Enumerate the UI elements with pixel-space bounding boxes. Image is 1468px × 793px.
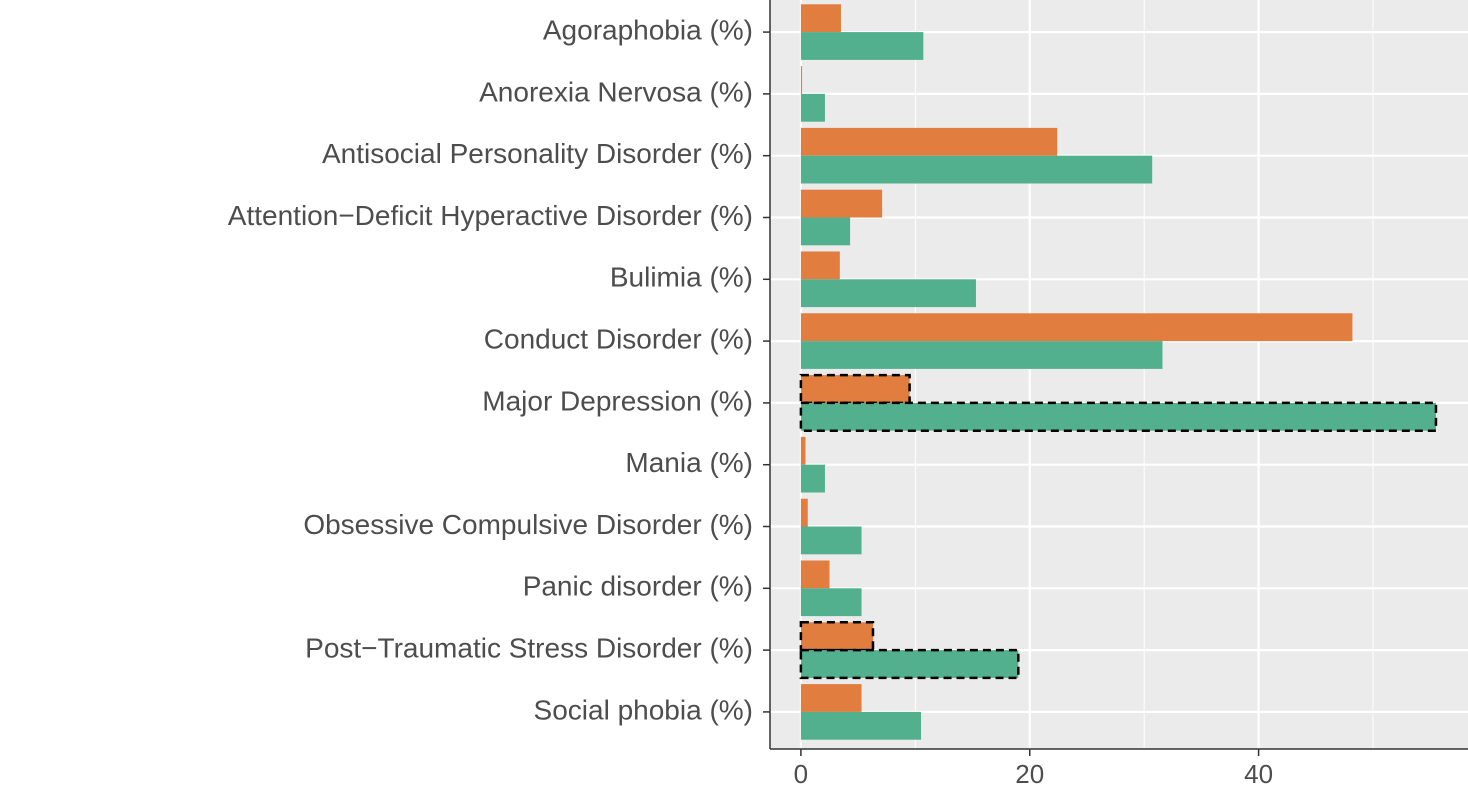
bar	[800, 341, 1163, 369]
bar	[800, 155, 1153, 184]
bar	[800, 127, 1058, 156]
bar	[800, 66, 803, 94]
y-tick-label: Obsessive Compulsive Disorder (%)	[303, 509, 753, 540]
y-tick-label: Mania (%)	[625, 447, 753, 478]
bar	[800, 588, 862, 617]
y-tick-label: Anorexia Nervosa (%)	[479, 76, 753, 107]
y-tick-label: Agoraphobia (%)	[543, 14, 753, 45]
y-tick-label: Major Depression (%)	[482, 385, 753, 416]
bar	[800, 313, 1353, 342]
y-tick-label: Post−Traumatic Stress Disorder (%)	[305, 633, 753, 664]
bar	[799, 648, 1020, 680]
bar	[800, 93, 825, 122]
bar	[799, 401, 1438, 432]
bar	[800, 217, 851, 246]
bar	[800, 498, 808, 527]
x-tick-label: 40	[1244, 759, 1273, 789]
bar	[800, 189, 883, 218]
bar	[800, 279, 976, 308]
bar	[800, 4, 841, 33]
bar	[799, 621, 875, 652]
bar	[799, 373, 911, 405]
bar	[800, 526, 862, 555]
bar	[800, 251, 840, 280]
y-tick-label: Bulimia (%)	[610, 262, 753, 293]
plot-background	[770, 0, 1468, 749]
y-tick-label: Panic disorder (%)	[523, 571, 753, 602]
y-tick-label: Antisocial Personality Disorder (%)	[322, 138, 753, 169]
bar	[800, 684, 862, 712]
y-tick-label: Attention−Deficit Hyperactive Disorder (…	[228, 200, 753, 231]
bar	[800, 560, 830, 589]
x-tick-label: 20	[1015, 759, 1044, 789]
y-tick-label: Social phobia (%)	[534, 694, 753, 725]
bar	[800, 711, 922, 740]
bar	[800, 32, 924, 60]
bar	[800, 464, 825, 493]
y-tick-label: Conduct Disorder (%)	[484, 323, 753, 354]
x-tick-label: 0	[794, 759, 808, 789]
bar	[800, 436, 806, 465]
